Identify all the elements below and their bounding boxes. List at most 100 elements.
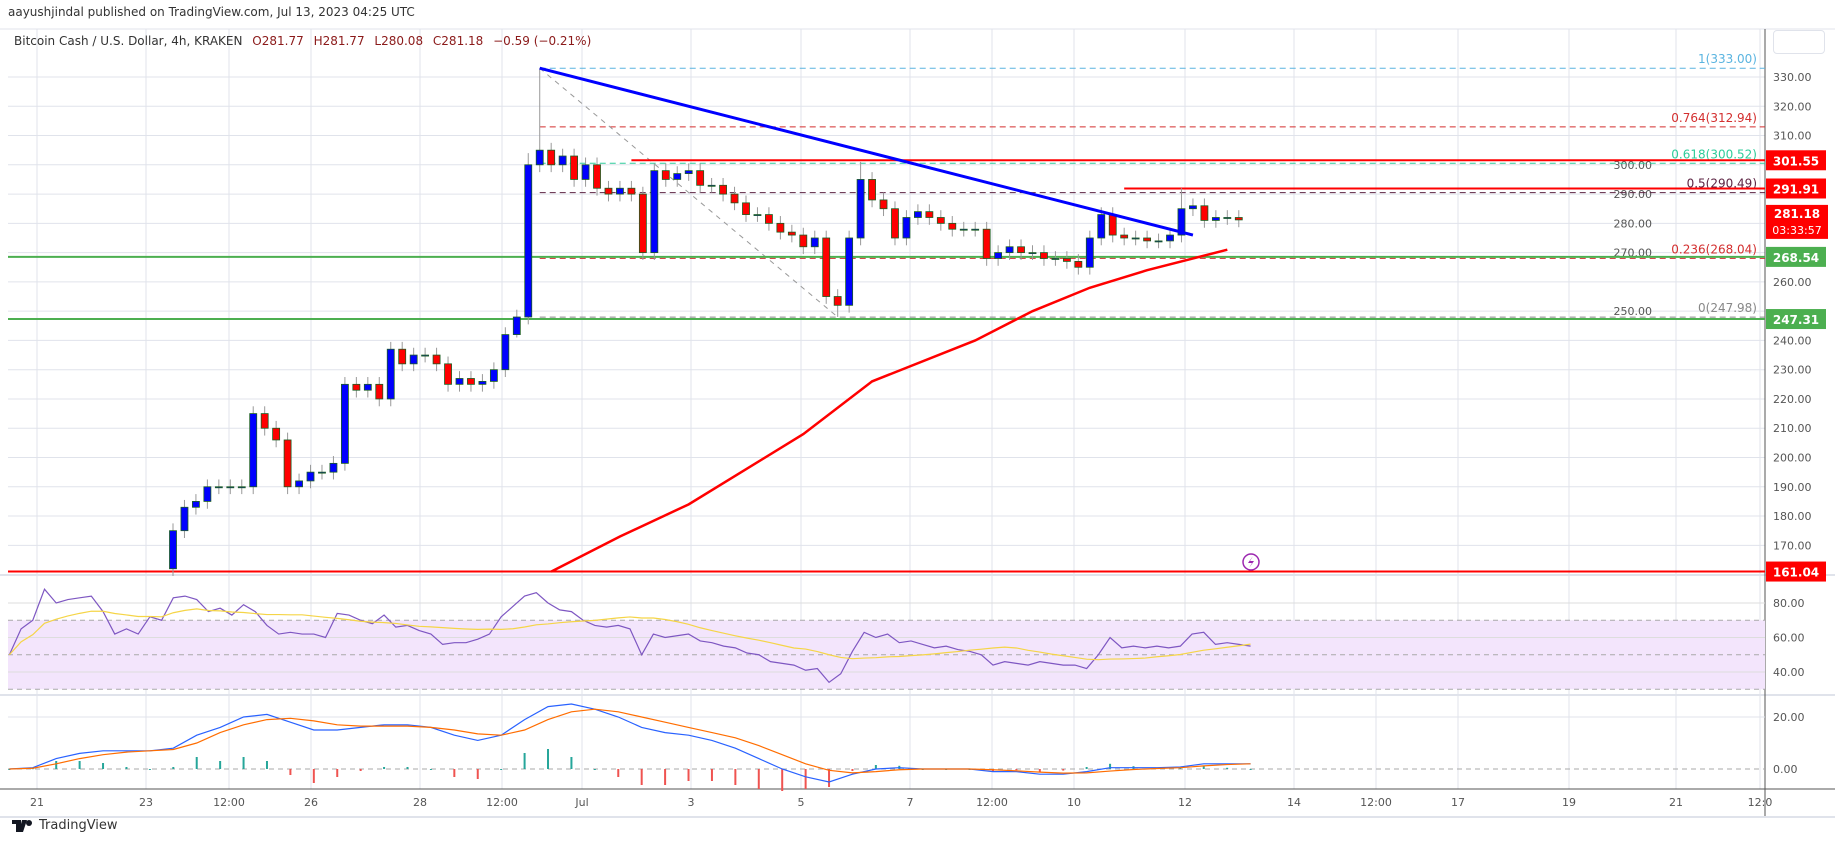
time-tick-label: 12:0	[1748, 796, 1773, 809]
macd-histogram-bar	[336, 769, 339, 777]
candle-up	[707, 184, 716, 187]
candle-down	[283, 439, 292, 488]
candle-up	[1211, 217, 1220, 221]
candle-down	[1074, 261, 1083, 268]
price-tick-label: 210.00	[1773, 422, 1812, 435]
candle-down	[730, 193, 739, 204]
time-tick-label: 10	[1067, 796, 1081, 809]
macd-histogram-bar	[991, 769, 994, 772]
bar-countdown-label: 03:33:57	[1772, 224, 1821, 237]
candle-up	[478, 381, 487, 385]
candle-down	[467, 378, 475, 385]
candle-up	[226, 486, 235, 489]
candle-down	[444, 363, 452, 385]
price-tick-label: 320.00	[1773, 100, 1812, 113]
candle-up	[1154, 240, 1163, 243]
candle-down	[260, 413, 269, 429]
candle-up	[249, 413, 258, 488]
ohlc-high: H281.77	[313, 34, 365, 48]
candle-up	[1223, 217, 1232, 219]
candle-down	[1017, 246, 1025, 254]
macd-histogram-bar	[359, 769, 362, 771]
candle-down	[948, 222, 957, 230]
macd-histogram-bar	[523, 753, 526, 769]
time-tick-label: 5	[798, 796, 805, 809]
candle-up	[810, 237, 819, 248]
macd-histogram-bar	[781, 769, 784, 791]
time-tick-label: 12:00	[1360, 796, 1392, 809]
candle-up	[959, 228, 968, 231]
candle-up	[1005, 246, 1014, 254]
ohlc-close: C281.18	[432, 34, 484, 48]
candle-up	[673, 173, 682, 180]
time-tick-label: 12:00	[213, 796, 245, 809]
sma-100-line	[550, 248, 1228, 573]
price-tick-label: 260.00	[1773, 276, 1812, 289]
candle-down	[661, 170, 670, 180]
macd-histogram-bar	[593, 769, 596, 770]
candle-down	[719, 184, 727, 195]
symbol-legend: Bitcoin Cash / U.S. Dollar, 4h, KRAKEN O…	[14, 34, 591, 48]
price-level-badge-label: 161.04	[1773, 566, 1819, 580]
macd-histogram-bar	[1179, 767, 1182, 769]
footer-brand: TradingView	[39, 818, 118, 833]
candle-up	[512, 316, 521, 335]
macd-histogram-bar	[757, 769, 760, 789]
price-tick-label: 190.00	[1773, 481, 1812, 494]
candle-down	[398, 348, 407, 365]
symbol-name[interactable]: Bitcoin Cash / U.S. Dollar, 4h, KRAKEN	[14, 34, 243, 48]
candle-down	[787, 231, 796, 236]
macd-histogram-bar	[1249, 769, 1252, 770]
macd-histogram-bar	[1062, 769, 1065, 771]
ohlc-open: O281.77	[252, 34, 304, 48]
candle-up	[902, 217, 911, 239]
candle-up	[363, 383, 372, 391]
fib-level-label: 1(333.00)	[1698, 52, 1757, 66]
candle-up	[581, 164, 590, 180]
macd-histogram-bar	[195, 757, 198, 769]
macd-histogram-bar	[476, 769, 479, 779]
candle-up	[1177, 208, 1186, 236]
time-tick-label: 12	[1178, 796, 1192, 809]
candle-up	[1166, 234, 1174, 242]
chart-settings-button[interactable]	[1773, 30, 1825, 54]
macd-histogram-bar	[219, 761, 222, 769]
candle-down	[936, 217, 945, 224]
fib-diagonal-line	[539, 67, 839, 318]
candle-up	[386, 348, 395, 400]
candle-down	[352, 383, 361, 391]
candle-down	[822, 237, 831, 297]
macd-histogram-bar	[1085, 767, 1088, 769]
candle-down	[1108, 214, 1117, 236]
candle-down	[1143, 237, 1151, 242]
time-tick-label: 17	[1451, 796, 1465, 809]
candle-up	[994, 252, 1003, 259]
ohlc-change: −0.59 (−0.21%)	[493, 34, 592, 48]
candle-up	[1097, 214, 1106, 239]
time-tick-label: 21	[30, 796, 44, 809]
price-tick-label: 200.00	[1773, 452, 1812, 465]
macd-histogram-bar	[804, 769, 807, 789]
price-level-badge-label: 291.91	[1773, 182, 1819, 196]
price-tick-label: 330.00	[1773, 71, 1812, 84]
candle-up	[329, 462, 338, 473]
macd-tick-label: 0.00	[1773, 763, 1798, 776]
macd-histogram-bar	[1109, 763, 1112, 769]
macd-histogram-bar	[242, 757, 245, 769]
candle-up	[409, 354, 418, 365]
price-level-badge	[1766, 561, 1826, 582]
price-level-badge	[1766, 309, 1826, 330]
candle-down	[742, 202, 750, 215]
price-tick-label: 290.00	[1614, 188, 1653, 201]
rsi-tick-label: 80.00	[1773, 597, 1805, 610]
candle-up	[455, 378, 464, 385]
fib-level-label: 0.618(300.52)	[1671, 147, 1757, 161]
candle-down	[1120, 234, 1129, 239]
candle-down	[638, 193, 647, 254]
price-tick-label: 280.00	[1614, 217, 1653, 230]
price-tick-label: 230.00	[1773, 364, 1812, 377]
macd-histogram-bar	[55, 761, 58, 769]
price-level-badge-label: 301.55	[1773, 154, 1819, 168]
macd-histogram-bar	[383, 767, 386, 769]
